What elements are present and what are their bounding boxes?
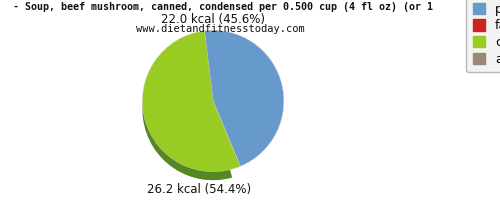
Text: 26.2 kcal (54.4%): 26.2 kcal (54.4%) bbox=[147, 183, 251, 196]
Text: 22.0 kcal (45.6%): 22.0 kcal (45.6%) bbox=[161, 13, 265, 26]
Wedge shape bbox=[142, 31, 240, 172]
Legend: protein, fat, carbs, alcohol: protein, fat, carbs, alcohol bbox=[466, 0, 500, 72]
Wedge shape bbox=[204, 30, 284, 166]
Text: - Soup, beef mushroom, canned, condensed per 0.500 cup (4 fl oz) (or 1: - Soup, beef mushroom, canned, condensed… bbox=[7, 2, 433, 12]
Text: www.dietandfitnesstoday.com: www.dietandfitnesstoday.com bbox=[136, 24, 304, 34]
Wedge shape bbox=[142, 39, 232, 180]
